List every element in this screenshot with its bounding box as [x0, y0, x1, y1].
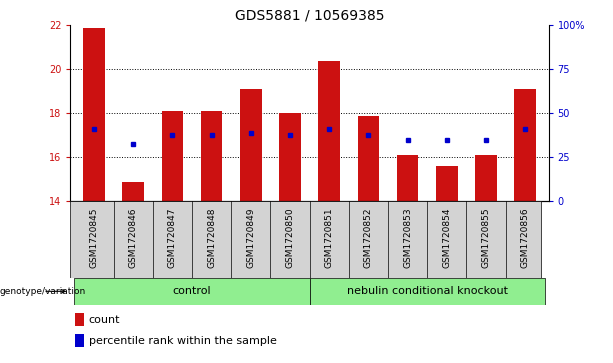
- Bar: [201, 111, 223, 201]
- Text: GSM1720851: GSM1720851: [325, 208, 333, 268]
- Bar: [310, 278, 545, 305]
- Title: GDS5881 / 10569385: GDS5881 / 10569385: [235, 9, 384, 23]
- Text: GSM1720850: GSM1720850: [286, 208, 294, 268]
- Text: GSM1720846: GSM1720846: [129, 208, 138, 268]
- Text: GSM1720845: GSM1720845: [89, 208, 99, 268]
- Bar: [397, 155, 418, 201]
- Bar: [436, 166, 457, 201]
- Text: GSM1720852: GSM1720852: [364, 208, 373, 268]
- Text: GSM1720848: GSM1720848: [207, 208, 216, 268]
- Text: genotype/variation: genotype/variation: [0, 287, 86, 296]
- Bar: [75, 334, 84, 347]
- Text: GSM1720855: GSM1720855: [481, 208, 490, 268]
- Bar: [475, 155, 497, 201]
- Text: GSM1720856: GSM1720856: [520, 208, 530, 268]
- Bar: [75, 313, 84, 326]
- Bar: [514, 89, 536, 201]
- Text: percentile rank within the sample: percentile rank within the sample: [89, 336, 276, 346]
- Text: GSM1720854: GSM1720854: [442, 208, 451, 268]
- Bar: [83, 28, 105, 201]
- Bar: [357, 116, 379, 201]
- Text: GSM1720849: GSM1720849: [246, 208, 255, 268]
- Text: count: count: [89, 315, 120, 325]
- Text: nebulin conditional knockout: nebulin conditional knockout: [346, 286, 508, 296]
- Bar: [162, 111, 183, 201]
- Bar: [279, 113, 301, 201]
- Text: control: control: [173, 286, 211, 296]
- Text: GSM1720853: GSM1720853: [403, 208, 412, 268]
- Bar: [318, 61, 340, 201]
- Bar: [74, 278, 310, 305]
- Text: GSM1720847: GSM1720847: [168, 208, 177, 268]
- Bar: [123, 182, 144, 201]
- Bar: [240, 89, 262, 201]
